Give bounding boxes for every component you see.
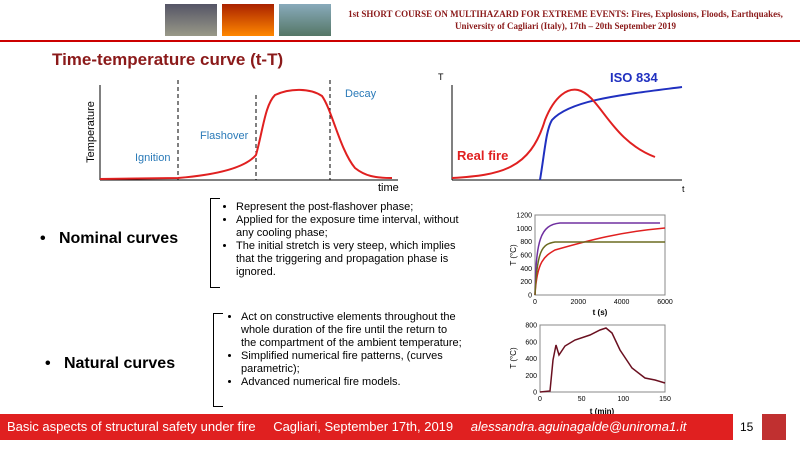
diagram1 [99, 80, 398, 181]
header-image [165, 4, 217, 36]
header-image [279, 4, 331, 36]
diagram2 [451, 85, 683, 181]
slide-title: Time-temperature curve (t-T) [52, 50, 284, 69]
axis-label: t (s) [593, 308, 608, 317]
header-line: University of Cagliari (Italy), 17th – 2… [454, 21, 677, 31]
tick-label: 400 [525, 356, 537, 363]
fire-curve [99, 88, 393, 180]
bullet-list: Act on constructive elements throughout … [225, 311, 465, 389]
axis-label: t [682, 184, 685, 194]
axis-label: T (°C) [509, 347, 518, 369]
page-number: 15 [740, 420, 754, 434]
bullet: The initial stretch is very steep, which… [236, 240, 470, 279]
bullet-list: Represent the post-flashover phase;Appli… [220, 201, 470, 279]
tick-label: 4000 [614, 299, 630, 306]
tick-label: 200 [520, 279, 532, 286]
bullet: Act on constructive elements throughout … [241, 311, 465, 350]
header-image [222, 4, 274, 36]
header-band [0, 0, 800, 42]
phase-label: Ignition [135, 152, 170, 164]
footer-band: Basic aspects of structural safety under… [0, 414, 733, 440]
curve [534, 227, 666, 296]
plot-frame [539, 324, 666, 393]
phase-label: Flashover [200, 130, 249, 142]
tick-label: 0 [533, 390, 537, 397]
tick-label: 0 [528, 293, 532, 300]
tick-label: 800 [525, 323, 537, 330]
tick-label: 150 [659, 396, 671, 403]
axis-label: T (°C) [509, 244, 518, 266]
plot1 [534, 214, 666, 296]
section-heading: • Natural curves [45, 355, 176, 372]
footer-text: Cagliari, September 17th, 2019 [273, 419, 454, 434]
tick-label: 200 [525, 373, 537, 380]
real-fire-curve [451, 88, 656, 179]
tick-label: 1200 [516, 213, 532, 220]
bullet: Simplified numerical fire patterns, (cur… [241, 350, 465, 376]
tick-label: 400 [520, 266, 532, 273]
tick-label: 800 [520, 239, 532, 246]
axis-label: T [438, 72, 444, 82]
tick-label: 600 [520, 253, 532, 260]
tick-label: 6000 [657, 299, 673, 306]
bullet: Represent the post-flashover phase; [236, 201, 470, 214]
iso-curve [539, 86, 683, 181]
brace [213, 313, 223, 407]
tick-label: 0 [538, 396, 542, 403]
heading-text: Natural curves [63, 355, 176, 372]
tick-label: 2000 [571, 299, 587, 306]
curve [539, 327, 666, 393]
footer-text: Basic aspects of structural safety under… [7, 419, 256, 434]
axis-label: Temperature [85, 101, 97, 163]
phase-label: Decay [345, 88, 377, 100]
tick-label: 1000 [516, 226, 532, 233]
plot2 [539, 324, 666, 393]
logo [762, 414, 786, 440]
tick-label: 50 [578, 396, 586, 403]
axis-label: t (min) [590, 407, 615, 416]
curve [534, 241, 665, 296]
bullet: Applied for the exposure time interval, … [236, 214, 470, 240]
heading-text: Nominal curves [58, 230, 179, 247]
tick-label: 0 [533, 299, 537, 306]
bullet: Advanced numerical fire models. [241, 376, 465, 389]
tick-label: 600 [525, 339, 537, 346]
footer-text: alessandra.aguinagalde@uniroma1.it [470, 419, 687, 434]
section-heading: • Nominal curves [40, 230, 179, 247]
header-text: 1st SHORT COURSE ON MULTIHAZARD FOR EXTR… [338, 8, 793, 32]
curve-label: ISO 834 [610, 70, 658, 85]
curve-label: Real fire [457, 148, 508, 163]
axis-label: time [378, 182, 399, 194]
brace [210, 198, 220, 288]
curve [534, 222, 660, 296]
plot-frame [534, 214, 666, 296]
header-line: 1st SHORT COURSE ON MULTIHAZARD FOR EXTR… [348, 9, 783, 19]
tick-label: 100 [617, 396, 629, 403]
